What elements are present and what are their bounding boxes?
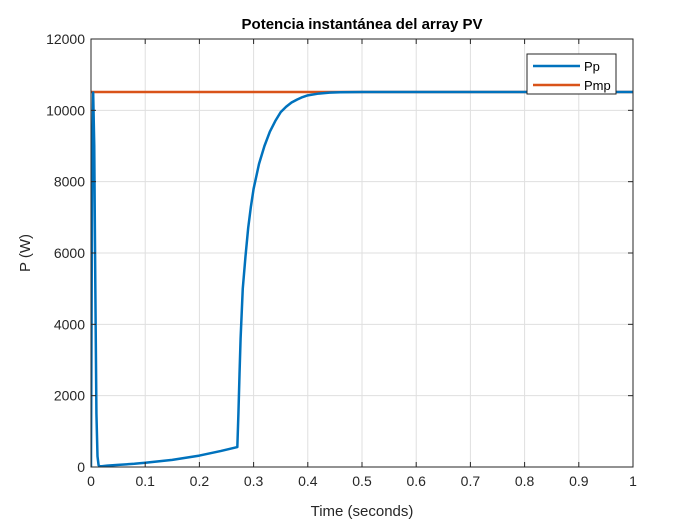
legend-label-pmp: Pmp <box>584 78 611 93</box>
y-axis-label: P (W) <box>17 234 34 272</box>
x-tick-label: 0.1 <box>135 473 155 489</box>
y-tick-label: 6000 <box>54 245 85 261</box>
y-tick-label: 12000 <box>46 31 85 47</box>
legend-box <box>526 53 617 95</box>
x-tick-label: 1 <box>629 473 637 489</box>
y-tick-label: 4000 <box>54 316 85 332</box>
y-tick-label: 2000 <box>54 388 85 404</box>
y-tick-label: 0 <box>77 459 85 475</box>
legend: Pp Pmp <box>526 53 617 95</box>
axis-ticks <box>90 38 634 468</box>
y-tick-label: 10000 <box>46 102 85 118</box>
x-tick-label: 0.2 <box>190 473 210 489</box>
x-tick-label: 0.9 <box>569 473 589 489</box>
x-tick-label: 0.5 <box>352 473 372 489</box>
x-tick-label: 0.6 <box>406 473 426 489</box>
x-tick-label: 0 <box>87 473 95 489</box>
x-tick-labels: 0 0.1 0.2 0.3 0.4 0.5 0.6 0.7 0.8 0.9 1 <box>87 473 637 489</box>
series-line-pp <box>91 90 633 467</box>
x-tick-label: 0.7 <box>461 473 481 489</box>
x-tick-label: 0.3 <box>244 473 264 489</box>
chart-title: Potencia instantánea del array PV <box>242 16 483 33</box>
y-tick-labels: 0 2000 4000 6000 8000 10000 12000 <box>46 31 85 475</box>
y-tick-label: 8000 <box>54 174 85 190</box>
legend-label-pp: Pp <box>584 59 600 74</box>
x-tick-label: 0.8 <box>515 473 535 489</box>
x-axis-label: Time (seconds) <box>311 503 414 520</box>
x-tick-label: 0.4 <box>298 473 318 489</box>
